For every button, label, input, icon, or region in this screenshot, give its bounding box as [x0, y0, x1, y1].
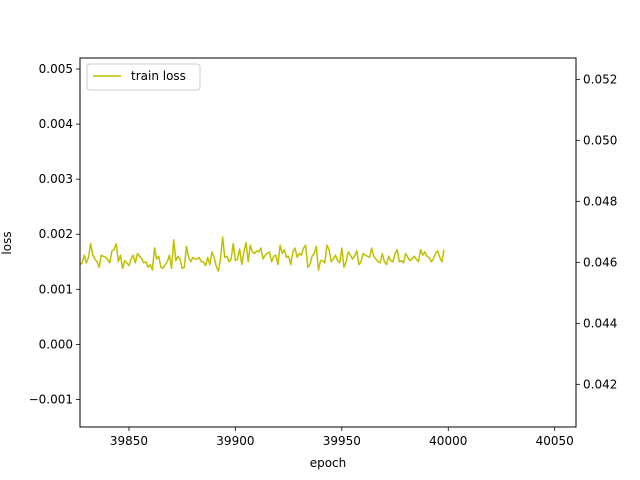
- y-tick-label: 0.005: [39, 62, 73, 76]
- y-tick-label: 0.001: [39, 282, 73, 296]
- x-axis-ticks: 39850 39900 39950 40000 40050: [110, 427, 574, 448]
- series-layer: [79, 236, 445, 272]
- x-tick-label: 40000: [429, 434, 467, 448]
- x-tick-label: 39850: [110, 434, 148, 448]
- legend: train loss: [86, 63, 201, 91]
- y2-axis-ticks: 0.042 0.044 0.046 0.048 0.050 0.052: [576, 72, 617, 391]
- x-tick-label: 40050: [536, 434, 574, 448]
- y2-tick-label: 0.048: [583, 194, 617, 208]
- x-tick-label: 39950: [323, 434, 361, 448]
- plot-background: [80, 58, 576, 427]
- y-tick-label: −0.001: [29, 392, 73, 406]
- y2-tick-label: 0.044: [583, 316, 617, 330]
- y-axis-label: loss: [0, 231, 14, 254]
- y-tick-label: 0.000: [39, 337, 73, 351]
- y-axis-ticks: −0.001 0.000 0.001 0.002 0.003 0.004 0.005: [29, 62, 80, 406]
- y2-tick-label: 0.046: [583, 255, 617, 269]
- legend-box: [86, 63, 201, 91]
- x-tick-label: 39900: [216, 434, 254, 448]
- y2-tick-label: 0.052: [583, 72, 617, 86]
- y2-tick-label: 0.050: [583, 133, 617, 147]
- series-line-0: [79, 236, 445, 272]
- legend-label: train loss: [131, 69, 186, 83]
- y-tick-label: 0.002: [39, 227, 73, 241]
- plot-frame: [79, 57, 577, 428]
- y-tick-label: 0.003: [39, 172, 73, 186]
- y-tick-label: 0.004: [39, 117, 73, 131]
- y2-tick-label: 0.042: [583, 377, 617, 391]
- x-axis-label: epoch: [310, 456, 347, 470]
